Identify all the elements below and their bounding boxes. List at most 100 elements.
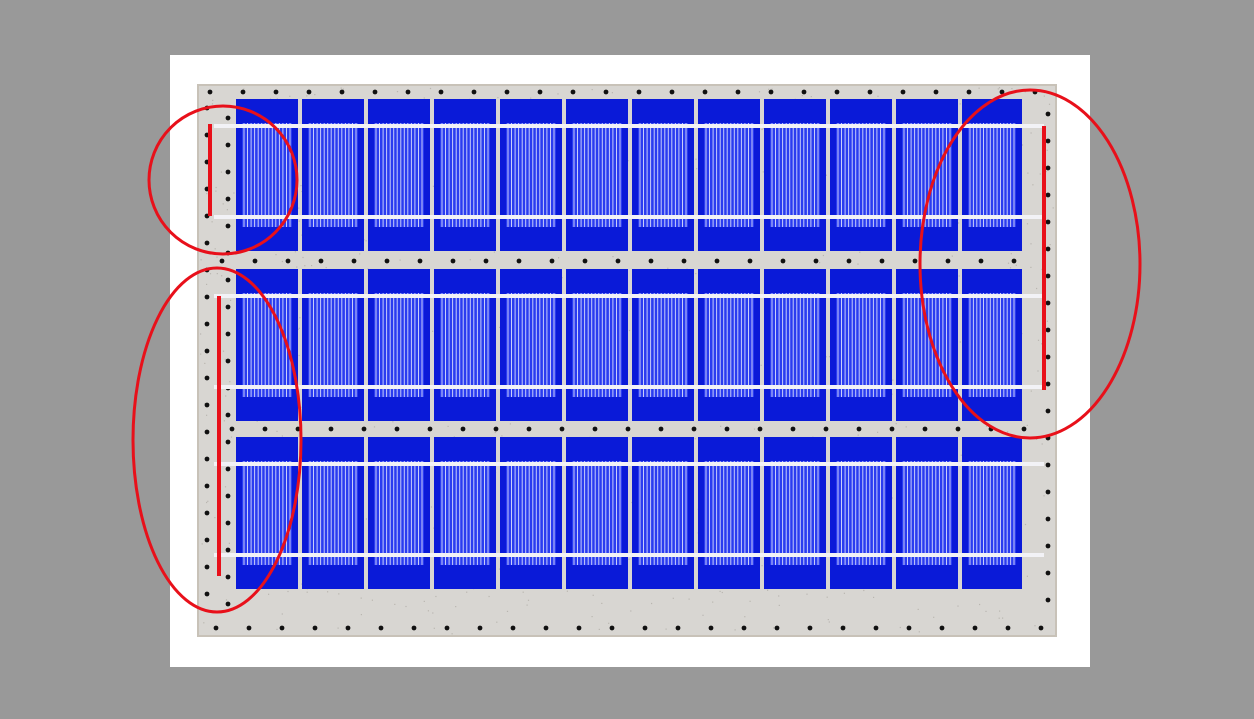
mounting-hole: [444, 625, 450, 631]
substrate-speckle: [951, 255, 953, 257]
mounting-hole: [757, 426, 763, 432]
cell-grid-area: [902, 123, 952, 227]
mounting-hole: [225, 412, 231, 418]
substrate-speckle: [371, 599, 373, 601]
substrate-speckle: [721, 591, 723, 594]
substrate-speckle: [211, 103, 214, 105]
cell-grid-area: [704, 461, 754, 565]
mounting-hole: [1045, 246, 1051, 252]
mounting-hole: [582, 258, 588, 264]
substrate-speckle: [895, 423, 897, 425]
substrate-speckle: [207, 500, 209, 502]
substrate-speckle: [466, 591, 468, 593]
substrate-speckle: [826, 596, 828, 598]
substrate-speckle: [1045, 171, 1047, 173]
substrate-speckle: [340, 87, 342, 89]
cell-grid-area: [242, 461, 292, 565]
mounting-hole: [225, 169, 231, 175]
substrate-speckle: [1039, 173, 1041, 175]
busbar-top: [214, 294, 1044, 298]
substrate-speckle: [1007, 431, 1009, 433]
cell-grid-area: [374, 123, 424, 227]
substrate-speckle: [301, 583, 303, 585]
mounting-hole: [549, 258, 555, 264]
substrate-speckle: [958, 275, 960, 277]
substrate-speckle: [857, 434, 859, 436]
substrate-speckle: [768, 88, 770, 90]
substrate-speckle: [256, 420, 258, 422]
substrate-speckle: [761, 128, 763, 131]
busbar-top: [214, 462, 1044, 466]
substrate-speckle: [396, 91, 399, 93]
substrate-speckle: [301, 190, 303, 193]
substrate-speckle: [200, 333, 202, 335]
substrate-speckle: [825, 356, 827, 358]
substrate-speckle: [203, 622, 205, 624]
mounting-hole: [559, 426, 565, 432]
substrate-speckle: [365, 240, 367, 242]
mounting-hole: [1021, 426, 1027, 432]
substrate-speckle: [778, 595, 780, 597]
substrate-speckle: [1037, 339, 1040, 341]
substrate-speckle: [877, 95, 879, 97]
substrate-speckle: [1026, 223, 1029, 225]
substrate-speckle: [501, 435, 503, 437]
mounting-hole: [1045, 165, 1051, 171]
mounting-hole: [609, 625, 615, 631]
substrate-speckle: [1046, 320, 1048, 322]
mounting-hole: [213, 625, 219, 631]
substrate-speckle: [447, 425, 449, 427]
mounting-hole: [648, 258, 654, 264]
substrate-speckle: [612, 256, 614, 258]
mounting-hole: [516, 258, 522, 264]
substrate-speckle: [1046, 149, 1048, 151]
substrate-speckle: [631, 501, 633, 504]
substrate-speckle: [327, 591, 329, 593]
mounting-hole: [1045, 462, 1051, 468]
substrate-speckle: [628, 329, 631, 332]
substrate-speckle: [917, 608, 919, 610]
mounting-hole: [285, 258, 291, 264]
substrate-speckle: [221, 275, 223, 277]
substrate-speckle: [225, 395, 227, 397]
mounting-hole: [328, 426, 334, 432]
substrate-speckle: [216, 273, 218, 275]
cell-grid-area: [506, 293, 556, 397]
substrate-speckle: [857, 263, 859, 265]
substrate-speckle: [959, 103, 961, 105]
mounting-holes: [204, 89, 1051, 631]
substrate-speckle: [566, 590, 568, 592]
mounting-hole: [939, 625, 945, 631]
mounting-hole: [879, 258, 885, 264]
substrate-speckle: [1032, 184, 1034, 186]
annotations: [131, 88, 1142, 614]
mounting-hole: [636, 89, 642, 95]
substrate-speckle: [1024, 523, 1027, 526]
mounting-hole: [204, 402, 210, 408]
substrate-speckle: [488, 595, 490, 598]
substrate-speckle: [268, 593, 270, 595]
mounting-hole: [576, 625, 582, 631]
mounting-hole: [225, 574, 231, 580]
substrate-speckle: [608, 622, 610, 624]
mounting-hole: [801, 89, 807, 95]
substrate-speckle: [651, 602, 653, 605]
cell-grid-area: [704, 123, 754, 227]
substrate-speckle: [1043, 95, 1045, 97]
substrate-speckle: [1007, 262, 1010, 264]
substrate-speckle: [771, 88, 773, 90]
substrate-speckle: [762, 127, 764, 129]
substrate-speckle: [592, 594, 594, 596]
substrate-speckle: [522, 591, 524, 593]
substrate-speckle: [702, 614, 704, 616]
substrate-speckle: [1030, 243, 1032, 245]
substrate-speckle: [527, 599, 530, 601]
substrate-speckle: [423, 97, 425, 99]
mounting-hole: [207, 89, 213, 95]
substrate-speckle: [744, 616, 746, 618]
substrate-speckle: [1049, 244, 1051, 246]
substrate-speckle: [1030, 132, 1032, 134]
mounting-hole: [204, 429, 210, 435]
mounting-hole: [615, 258, 621, 264]
substrate-speckle: [338, 593, 340, 595]
